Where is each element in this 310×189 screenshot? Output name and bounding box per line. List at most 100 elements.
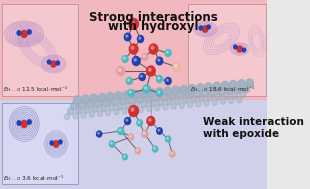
Circle shape <box>173 63 181 71</box>
Circle shape <box>53 141 59 147</box>
Circle shape <box>191 96 197 103</box>
Circle shape <box>137 120 142 126</box>
Circle shape <box>117 103 123 110</box>
Circle shape <box>158 99 164 106</box>
Circle shape <box>243 85 250 93</box>
Circle shape <box>142 53 148 60</box>
Circle shape <box>157 128 162 134</box>
Circle shape <box>215 93 221 100</box>
Circle shape <box>220 98 225 105</box>
Circle shape <box>141 75 142 77</box>
Circle shape <box>47 60 51 64</box>
Circle shape <box>89 111 95 117</box>
Circle shape <box>177 91 184 99</box>
Circle shape <box>154 147 155 149</box>
Circle shape <box>136 95 143 103</box>
Circle shape <box>87 100 94 108</box>
Circle shape <box>84 106 90 113</box>
Text: $E_{H...O}$ 18.6 kcal·mol⁻¹: $E_{H...O}$ 18.6 kcal·mol⁻¹ <box>190 84 255 94</box>
Circle shape <box>148 88 155 98</box>
Circle shape <box>131 46 134 49</box>
Circle shape <box>130 135 131 137</box>
Circle shape <box>240 91 246 98</box>
Circle shape <box>131 90 139 99</box>
Circle shape <box>149 44 158 54</box>
FancyBboxPatch shape <box>188 4 266 96</box>
Circle shape <box>141 101 148 108</box>
Circle shape <box>95 99 102 107</box>
Circle shape <box>128 96 135 104</box>
FancyBboxPatch shape <box>2 103 78 184</box>
Circle shape <box>153 94 159 102</box>
Circle shape <box>143 132 145 134</box>
Circle shape <box>175 64 177 67</box>
Circle shape <box>158 59 160 61</box>
Circle shape <box>157 90 162 97</box>
Circle shape <box>147 116 155 125</box>
Circle shape <box>143 55 145 57</box>
Circle shape <box>147 106 152 112</box>
Text: $E_{H...O}$ 3.6 kcal·mol⁻¹: $E_{H...O}$ 3.6 kcal·mol⁻¹ <box>3 173 65 183</box>
Circle shape <box>170 151 175 157</box>
Circle shape <box>143 85 150 93</box>
Circle shape <box>149 100 156 107</box>
Circle shape <box>124 156 125 157</box>
Circle shape <box>213 82 221 91</box>
Circle shape <box>242 48 246 52</box>
Circle shape <box>123 57 125 59</box>
Circle shape <box>223 92 229 99</box>
Circle shape <box>172 86 180 95</box>
Circle shape <box>90 94 98 103</box>
Text: with hydroxyl: with hydroxyl <box>108 20 199 33</box>
Circle shape <box>147 66 155 76</box>
Circle shape <box>50 141 53 145</box>
Circle shape <box>204 100 209 106</box>
Circle shape <box>179 102 184 108</box>
Circle shape <box>167 137 168 139</box>
Circle shape <box>79 101 86 109</box>
Circle shape <box>188 84 196 94</box>
Circle shape <box>142 130 148 138</box>
Circle shape <box>131 108 134 111</box>
Circle shape <box>126 35 128 37</box>
Circle shape <box>163 104 168 110</box>
Circle shape <box>21 30 27 37</box>
Circle shape <box>218 87 225 95</box>
Circle shape <box>237 97 242 103</box>
Circle shape <box>171 103 176 109</box>
Circle shape <box>114 109 119 115</box>
Circle shape <box>126 119 128 121</box>
Circle shape <box>144 94 151 102</box>
Circle shape <box>157 75 162 83</box>
Circle shape <box>148 68 151 71</box>
Circle shape <box>188 102 193 108</box>
Circle shape <box>21 121 27 128</box>
Circle shape <box>158 77 160 79</box>
Circle shape <box>112 98 118 106</box>
Circle shape <box>158 91 160 93</box>
Circle shape <box>115 92 122 101</box>
Circle shape <box>133 101 139 108</box>
Circle shape <box>68 108 74 115</box>
Text: Strong interactions: Strong interactions <box>89 11 218 24</box>
Circle shape <box>111 142 112 144</box>
Circle shape <box>196 101 201 107</box>
Circle shape <box>135 148 140 154</box>
Circle shape <box>124 33 131 41</box>
Circle shape <box>117 67 125 75</box>
Circle shape <box>161 93 168 101</box>
Circle shape <box>122 108 127 114</box>
Circle shape <box>138 106 144 112</box>
Circle shape <box>129 105 138 116</box>
Circle shape <box>17 31 21 35</box>
Circle shape <box>139 74 145 81</box>
Circle shape <box>202 26 208 32</box>
Circle shape <box>82 95 90 104</box>
Circle shape <box>56 61 60 65</box>
Circle shape <box>71 102 78 110</box>
Circle shape <box>17 121 21 125</box>
Circle shape <box>76 107 82 114</box>
Circle shape <box>96 131 102 137</box>
Circle shape <box>166 51 168 53</box>
Circle shape <box>210 88 217 96</box>
